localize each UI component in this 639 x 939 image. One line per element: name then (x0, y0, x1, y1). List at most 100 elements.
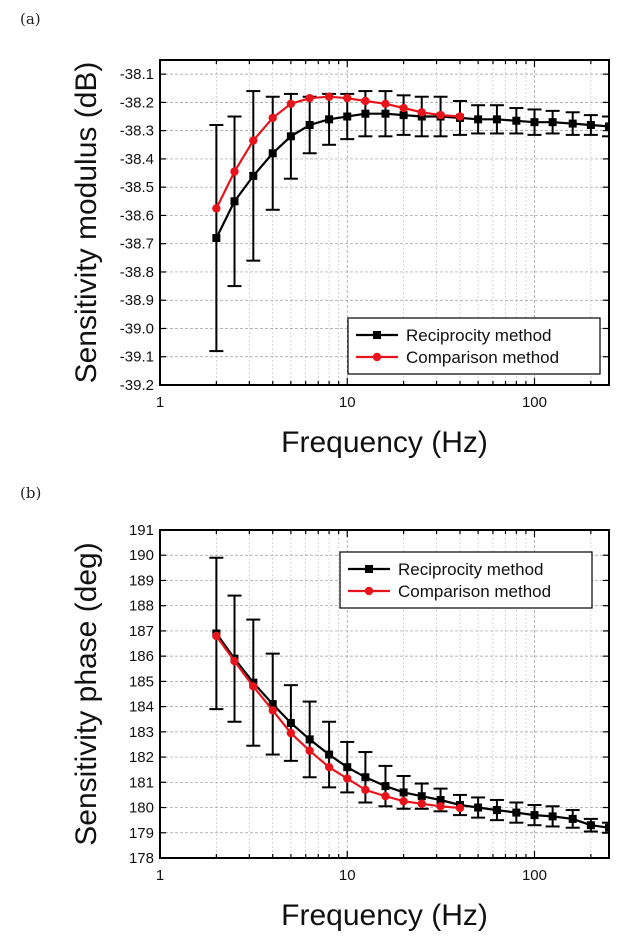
data-point (586, 121, 595, 129)
x-axis-title: Frequency (Hz) (281, 899, 488, 932)
data-point (417, 112, 426, 121)
y-tick-label: 189 (129, 572, 154, 589)
x-axis: 1 10 100 (156, 60, 592, 411)
data-point (381, 109, 390, 118)
data-point (361, 96, 370, 106)
y-tick-label: -38.3 (120, 123, 154, 140)
legend-label: Reciprocity method (398, 560, 544, 579)
y-tick-label: -38.9 (120, 292, 154, 309)
x-tick-label: 10 (339, 394, 356, 411)
y-axis-title: Sensitivity modulus (dB) (70, 62, 103, 384)
x-tick-label: 100 (522, 394, 547, 411)
y-tick-label: -38.2 (120, 94, 154, 111)
y-tick-label: 180 (129, 800, 154, 817)
y-tick-label: -38.7 (120, 236, 154, 253)
data-point (399, 788, 408, 797)
panel-label: (a) (20, 10, 41, 28)
data-point (361, 109, 370, 118)
data-point (230, 167, 239, 176)
data-point (343, 763, 352, 772)
legend-marker (373, 331, 381, 339)
y-tick-label: 182 (129, 749, 154, 766)
data-point (512, 116, 521, 125)
data-point (268, 149, 277, 158)
data-point (381, 782, 390, 791)
series-reciprocity (209, 90, 609, 353)
y-tick-label: -38.6 (120, 207, 154, 224)
data-point (249, 171, 258, 180)
data-point (212, 234, 221, 243)
data-point (249, 682, 258, 691)
x-axis-title: Frequency (Hz) (281, 426, 488, 459)
data-point (230, 197, 239, 206)
data-point (586, 821, 595, 830)
data-point (474, 803, 483, 812)
data-point (474, 115, 483, 124)
data-point (417, 108, 426, 117)
data-point (361, 785, 370, 795)
legend: Reciprocity method Comparison method (347, 317, 601, 375)
data-point (548, 118, 557, 127)
y-tick-label: 191 (129, 522, 154, 539)
data-point (268, 706, 277, 715)
legend-box (347, 317, 601, 375)
data-point (381, 99, 390, 109)
legend-marker (364, 586, 374, 596)
series-comparison (212, 631, 465, 813)
y-tick-label: -38.4 (120, 151, 154, 168)
data-point (417, 799, 426, 808)
panel-label: (b) (20, 484, 41, 502)
series-line (215, 112, 609, 239)
y-tick-label: -39.1 (120, 349, 154, 366)
y-axis-title: Sensitivity phase (deg) (70, 542, 103, 846)
y-tick-label: -38.1 (120, 66, 154, 83)
x-tick-label: 10 (339, 867, 356, 884)
y-axis: -39.2 -39.1 -39.0 -38.9 -38.8 -38.7 -38.6 -38.5… (120, 66, 609, 394)
legend-entry-comparison: Comparison method (348, 582, 551, 601)
data-point (381, 791, 390, 801)
chart-panel-a: 1 10 100 -39.2 -39.1 -39.0 -38.9 -38.8 -38.7 -38.… (20, 10, 610, 459)
y-tick-label: 178 (129, 850, 154, 867)
data-point (436, 110, 445, 120)
data-point (605, 122, 609, 131)
y-tick-label: -39.0 (120, 320, 154, 337)
data-point (249, 136, 258, 145)
data-point (568, 814, 577, 823)
data-point (324, 762, 334, 772)
y-tick-label: 183 (129, 724, 154, 741)
x-tick-label: 100 (522, 867, 547, 884)
legend-entry-reciprocity: Reciprocity method (348, 560, 544, 579)
data-point (512, 808, 521, 817)
data-point (436, 795, 445, 804)
y-tick-label: -38.8 (120, 264, 154, 281)
x-tick-label: 1 (156, 867, 164, 884)
data-point (286, 719, 295, 728)
y-tick-label: 179 (129, 825, 154, 842)
y-tick-label: 181 (129, 774, 154, 791)
data-point (343, 774, 352, 783)
data-point (325, 115, 334, 124)
series-reciprocity (209, 556, 609, 834)
legend-entry-comparison: Comparison method (356, 348, 559, 367)
data-point (361, 773, 370, 782)
data-point (399, 103, 408, 113)
data-point (286, 132, 295, 141)
data-point (305, 121, 314, 129)
legend-marker (372, 352, 382, 362)
data-point (530, 118, 539, 127)
data-point (324, 92, 334, 101)
legend-marker (365, 565, 373, 573)
data-point (212, 631, 221, 641)
data-point (230, 657, 239, 666)
data-point (492, 806, 501, 815)
y-tick-label: -38.5 (120, 179, 154, 196)
legend-entry-reciprocity: Reciprocity method (356, 326, 552, 345)
x-axis: 1 10 100 (156, 530, 592, 884)
y-tick-label: 184 (129, 699, 154, 716)
data-point (568, 119, 577, 128)
data-point (343, 93, 352, 103)
series-group (209, 90, 609, 353)
y-tick-label: 190 (129, 547, 154, 564)
data-point (305, 735, 314, 744)
series-group (209, 556, 609, 834)
